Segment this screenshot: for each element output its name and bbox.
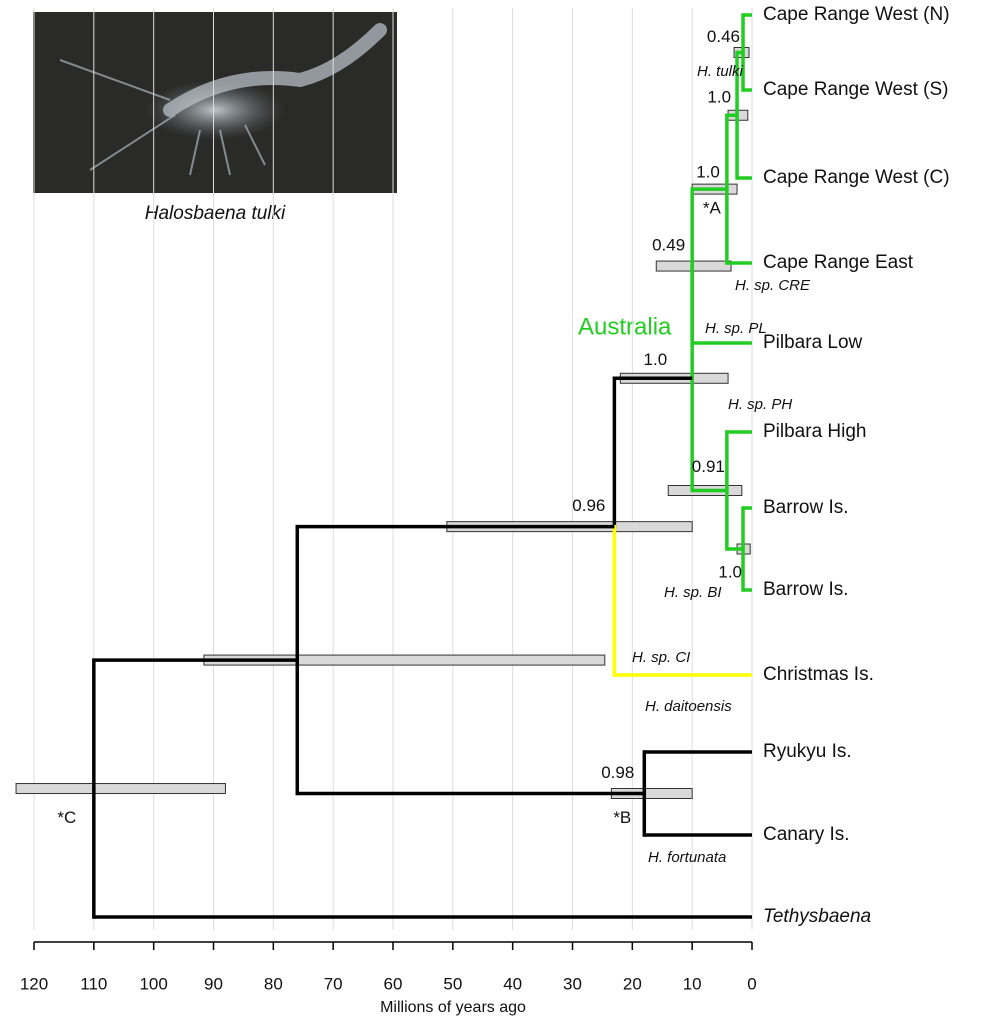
node-marker: *A — [703, 199, 722, 218]
tip-label: Barrow Is. — [763, 579, 849, 600]
species-annotation: H. tulki — [697, 63, 744, 80]
tip-label: Christmas Is. — [763, 664, 874, 685]
tip-label: Ryukyu Is. — [763, 741, 852, 762]
x-tick-label: 10 — [683, 974, 702, 993]
support-value: 0.46 — [707, 27, 740, 46]
x-tick-label: 20 — [623, 974, 642, 993]
x-tick-label: 60 — [384, 974, 403, 993]
support-value: 1.0 — [644, 350, 668, 369]
species-annotation: H. sp. PH — [728, 396, 792, 413]
species-annotation: H. sp. BI — [664, 584, 722, 601]
support-value: 1.0 — [718, 562, 742, 581]
node-marker: *C — [57, 808, 76, 827]
tip-label: Tethysbaena — [763, 906, 871, 927]
photo — [33, 12, 397, 193]
x-tick-label: 110 — [80, 974, 107, 993]
x-tick-label: 50 — [443, 974, 462, 993]
support-value: 0.98 — [601, 763, 634, 782]
species-annotation: H. sp. CI — [632, 649, 690, 666]
photo-caption: Halosbaena tulki — [145, 203, 286, 224]
x-tick-label: 90 — [204, 974, 223, 993]
species-annotation: H. sp. CRE — [735, 277, 811, 294]
x-tick-label: 120 — [20, 974, 48, 993]
species-annotation: H. sp. PL — [705, 320, 767, 337]
species-annotation: H. daitoensis — [645, 698, 732, 715]
tip-label: Cape Range West (S) — [763, 79, 949, 100]
x-tick-label: 70 — [324, 974, 343, 993]
axis-title: Millions of years ago — [380, 999, 526, 1016]
x-tick-label: 80 — [264, 974, 283, 993]
tip-label: Cape Range West (N) — [763, 4, 950, 25]
tip-label: Pilbara High — [763, 421, 867, 442]
support-value: 1.0 — [696, 163, 720, 182]
support-value: 0.91 — [692, 457, 725, 476]
species-annotation: H. fortunata — [648, 849, 726, 866]
support-value: 1.0 — [707, 88, 731, 107]
x-tick-label: 40 — [503, 974, 522, 993]
tip-label: Cape Range East — [763, 252, 914, 273]
x-tick-label: 30 — [563, 974, 582, 993]
region-label: Australia — [578, 313, 672, 340]
age-interval-bar — [15, 783, 226, 795]
x-tick-label: 0 — [747, 974, 756, 993]
tip-label: Barrow Is. — [763, 497, 849, 518]
x-tick-label: 100 — [139, 974, 167, 993]
support-value: 0.96 — [572, 496, 605, 515]
node-marker: *B — [613, 808, 631, 827]
tip-label: Pilbara Low — [763, 332, 863, 353]
support-value: 0.49 — [652, 236, 685, 255]
tip-label: Cape Range West (C) — [763, 167, 950, 188]
tip-label: Canary Is. — [763, 824, 850, 845]
